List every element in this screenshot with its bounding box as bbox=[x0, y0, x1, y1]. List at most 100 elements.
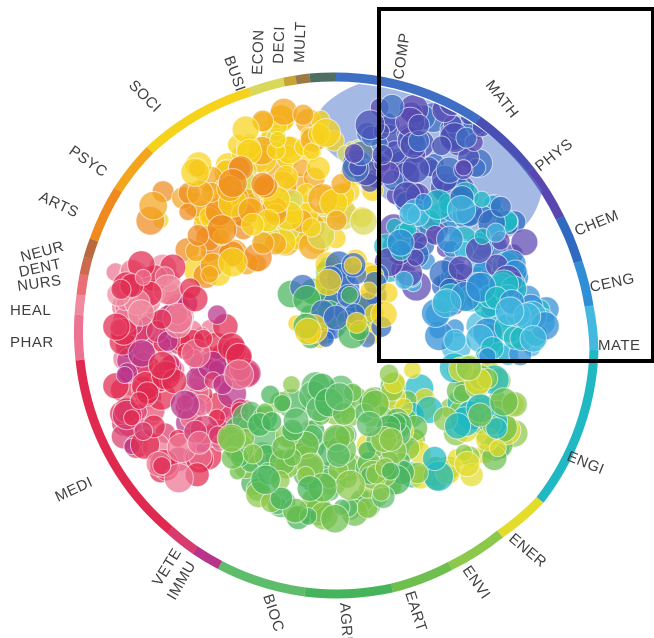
ring-segment-neur bbox=[83, 238, 99, 260]
bubble bbox=[379, 93, 405, 119]
bubble bbox=[200, 265, 219, 284]
bubble bbox=[343, 256, 363, 275]
bubble bbox=[378, 363, 400, 385]
bubble bbox=[378, 427, 404, 452]
label-phys: PHYS bbox=[532, 135, 576, 175]
ring-segment-mult bbox=[309, 72, 337, 83]
bubble bbox=[242, 443, 264, 465]
bubble bbox=[251, 231, 275, 255]
bubble bbox=[343, 143, 365, 164]
bubble bbox=[269, 130, 287, 149]
bubble bbox=[431, 135, 452, 157]
bubble bbox=[169, 389, 200, 420]
bubble bbox=[314, 268, 342, 296]
bubble bbox=[370, 300, 398, 328]
bubble bbox=[273, 394, 292, 413]
bubble bbox=[510, 228, 539, 257]
bubble bbox=[123, 409, 141, 427]
ring-segment-ener bbox=[497, 496, 544, 538]
bubble bbox=[371, 144, 393, 166]
ring-segment-dent bbox=[79, 256, 93, 276]
ring-segment-engi bbox=[536, 349, 599, 503]
label-chem: CHEM bbox=[572, 207, 621, 240]
bubble bbox=[217, 168, 248, 198]
bubble bbox=[240, 212, 265, 237]
bubble bbox=[444, 412, 472, 440]
bubble bbox=[349, 207, 378, 236]
bubble bbox=[422, 445, 448, 472]
label-nurs: NURS bbox=[16, 272, 62, 295]
label-busi: BUSI bbox=[220, 54, 249, 95]
label-bioc: BIOC bbox=[259, 592, 287, 634]
ring-segment-vete bbox=[166, 526, 198, 554]
bubble bbox=[320, 504, 350, 534]
bubble bbox=[180, 157, 210, 187]
bubble bbox=[261, 411, 283, 433]
bubble bbox=[147, 350, 177, 380]
ring-segment-arts bbox=[89, 187, 122, 242]
bubble bbox=[473, 190, 491, 208]
label-mult: MULT bbox=[291, 21, 309, 63]
bubble bbox=[326, 443, 351, 468]
label-comp: COMP bbox=[390, 32, 413, 81]
ring-segment-nurs bbox=[76, 274, 89, 296]
bubble bbox=[217, 247, 248, 278]
bubble bbox=[216, 423, 246, 453]
bubble bbox=[134, 268, 152, 286]
bubble bbox=[359, 281, 378, 300]
label-econ: ECON bbox=[249, 29, 268, 75]
bubble bbox=[371, 483, 391, 502]
ring-segment-comp bbox=[335, 72, 481, 124]
bubble bbox=[186, 224, 210, 247]
bubble bbox=[138, 191, 168, 221]
bubble bbox=[301, 217, 322, 238]
ring-segment-phys bbox=[526, 167, 565, 220]
ring-segment-envi bbox=[447, 530, 503, 571]
label-ceng: CENG bbox=[588, 270, 636, 296]
bubble bbox=[443, 328, 467, 352]
bubble bbox=[292, 103, 315, 126]
ring-segment-bioc bbox=[217, 561, 306, 597]
label-engi: ENGI bbox=[565, 448, 607, 478]
bubble bbox=[446, 195, 477, 225]
bubble bbox=[187, 430, 212, 455]
ring-segment-chem bbox=[555, 215, 583, 264]
bubble bbox=[282, 407, 310, 435]
bubble bbox=[250, 171, 275, 197]
ring-segment-phar bbox=[74, 314, 85, 361]
ring-segment-math bbox=[475, 116, 534, 173]
ring-segment-psyc bbox=[114, 146, 154, 193]
bubble bbox=[489, 387, 519, 417]
bubble bbox=[282, 375, 301, 394]
bubble bbox=[489, 195, 512, 218]
label-heal: HEAL bbox=[10, 302, 51, 319]
ring-segment-agri bbox=[304, 583, 393, 599]
bubble bbox=[223, 359, 255, 390]
bubble bbox=[398, 202, 421, 225]
bubble bbox=[127, 299, 155, 327]
label-eart: EART bbox=[401, 589, 430, 634]
bubble bbox=[296, 475, 324, 502]
label-agri: AGRI bbox=[336, 602, 356, 638]
bubble bbox=[250, 464, 281, 495]
ring-segment-eart bbox=[390, 561, 453, 593]
bubble bbox=[436, 225, 464, 254]
bubble bbox=[294, 317, 322, 346]
bubble bbox=[273, 164, 299, 190]
bubble bbox=[178, 202, 198, 222]
ring-segment-mate bbox=[584, 305, 599, 351]
bubble bbox=[485, 417, 508, 440]
bubble bbox=[345, 311, 368, 334]
bubble bbox=[110, 278, 132, 300]
bubble bbox=[401, 154, 430, 184]
bubble bbox=[394, 270, 414, 290]
ring-segment-soci bbox=[146, 87, 252, 154]
bubble bbox=[324, 382, 354, 412]
label-soci: SOCI bbox=[125, 77, 164, 116]
ring-segment-medi bbox=[75, 359, 173, 534]
bubble bbox=[152, 456, 172, 476]
bubble bbox=[488, 439, 507, 458]
bubble bbox=[231, 115, 260, 144]
ring-segment-busi bbox=[248, 77, 286, 97]
bubble bbox=[447, 255, 474, 281]
